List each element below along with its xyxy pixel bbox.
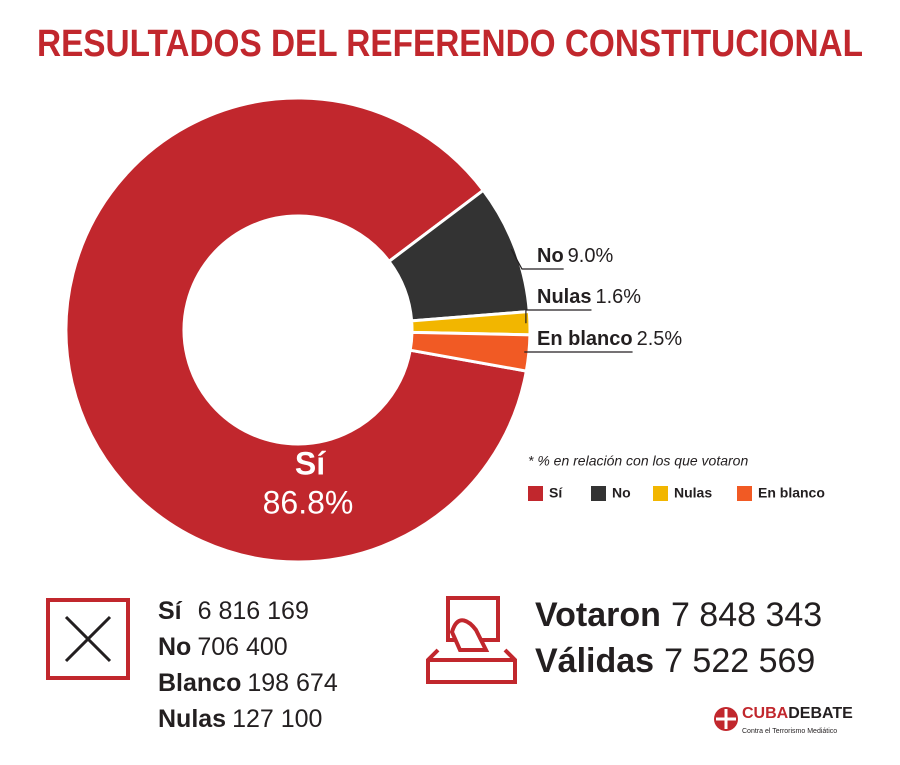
value-label: 9.0%: [568, 245, 614, 267]
count-name: Nulas: [158, 705, 226, 733]
count-value: 706 400: [197, 633, 287, 661]
slice: [64, 96, 529, 564]
count-value: 6 816 169: [198, 597, 309, 625]
valid-value: 7 522 569: [664, 642, 815, 680]
slice-label: Sí: [295, 445, 326, 481]
count-value: 127 100: [232, 705, 322, 733]
legend-swatch: [737, 486, 752, 501]
chart-title: RESULTADOS DEL REFERENDO CONSTITUCIONAL: [37, 23, 863, 65]
brand-part: DEBATE: [788, 705, 853, 722]
legend-swatch: [591, 486, 606, 501]
value-label: 2.5%: [637, 328, 683, 350]
leader-line: [510, 248, 564, 270]
leader-line: [525, 309, 592, 324]
x-icon: [64, 615, 112, 663]
count-row: No 706 400: [158, 633, 288, 661]
slice-label: No 9.0%: [537, 245, 613, 267]
brand-logo-cross: [716, 709, 736, 729]
count-row: Sí 6 816 169: [158, 597, 309, 625]
value-label: 1.6%: [595, 286, 641, 308]
donut: [64, 96, 532, 564]
slice-label: Nulas 1.6%: [537, 286, 641, 308]
counts: Sí 6 816 169 No 706 400 Blanco 198 674 Nula…: [158, 597, 338, 733]
slice-name: En blanco: [537, 328, 633, 350]
legend-swatch: [528, 486, 543, 501]
count-value: 198 674: [247, 669, 337, 697]
slice-label: En blanco 2.5%: [537, 328, 682, 350]
count-name: Blanco: [158, 669, 241, 697]
count-row: Blanco 198 674: [158, 669, 338, 697]
slice-name: No: [537, 245, 564, 267]
count-row: Nulas 127 100: [158, 705, 322, 733]
legend-label: En blanco: [758, 485, 825, 501]
slice: [408, 330, 532, 373]
legend-swatch: [653, 486, 668, 501]
count-name: Sí: [158, 597, 183, 625]
brand-part: CUBA: [742, 705, 789, 722]
vote-icon: [426, 596, 517, 684]
voted-label: Votaron: [535, 596, 661, 634]
legend-label: No: [612, 485, 631, 501]
valid-label: Válidas: [535, 642, 654, 680]
legend-label: Nulas: [674, 485, 712, 501]
legend-label: Sí: [549, 485, 563, 501]
note: * % en relación con los que votaron: [528, 453, 748, 469]
ballot-box-icon: [46, 598, 130, 680]
voted-row: Votaron 7 848 343: [535, 596, 822, 634]
voted-value: 7 848 343: [671, 596, 822, 634]
leader-line: [524, 351, 633, 353]
brand-tagline: Contra el Terrorismo Mediático: [742, 728, 837, 735]
slice-name: Nulas: [537, 286, 591, 308]
brand-name: CUBADEBATE: [742, 705, 853, 722]
count-name: No: [158, 633, 191, 661]
value-label: 86.8%: [263, 484, 354, 520]
valid-row: Válidas 7 522 569: [535, 642, 815, 680]
